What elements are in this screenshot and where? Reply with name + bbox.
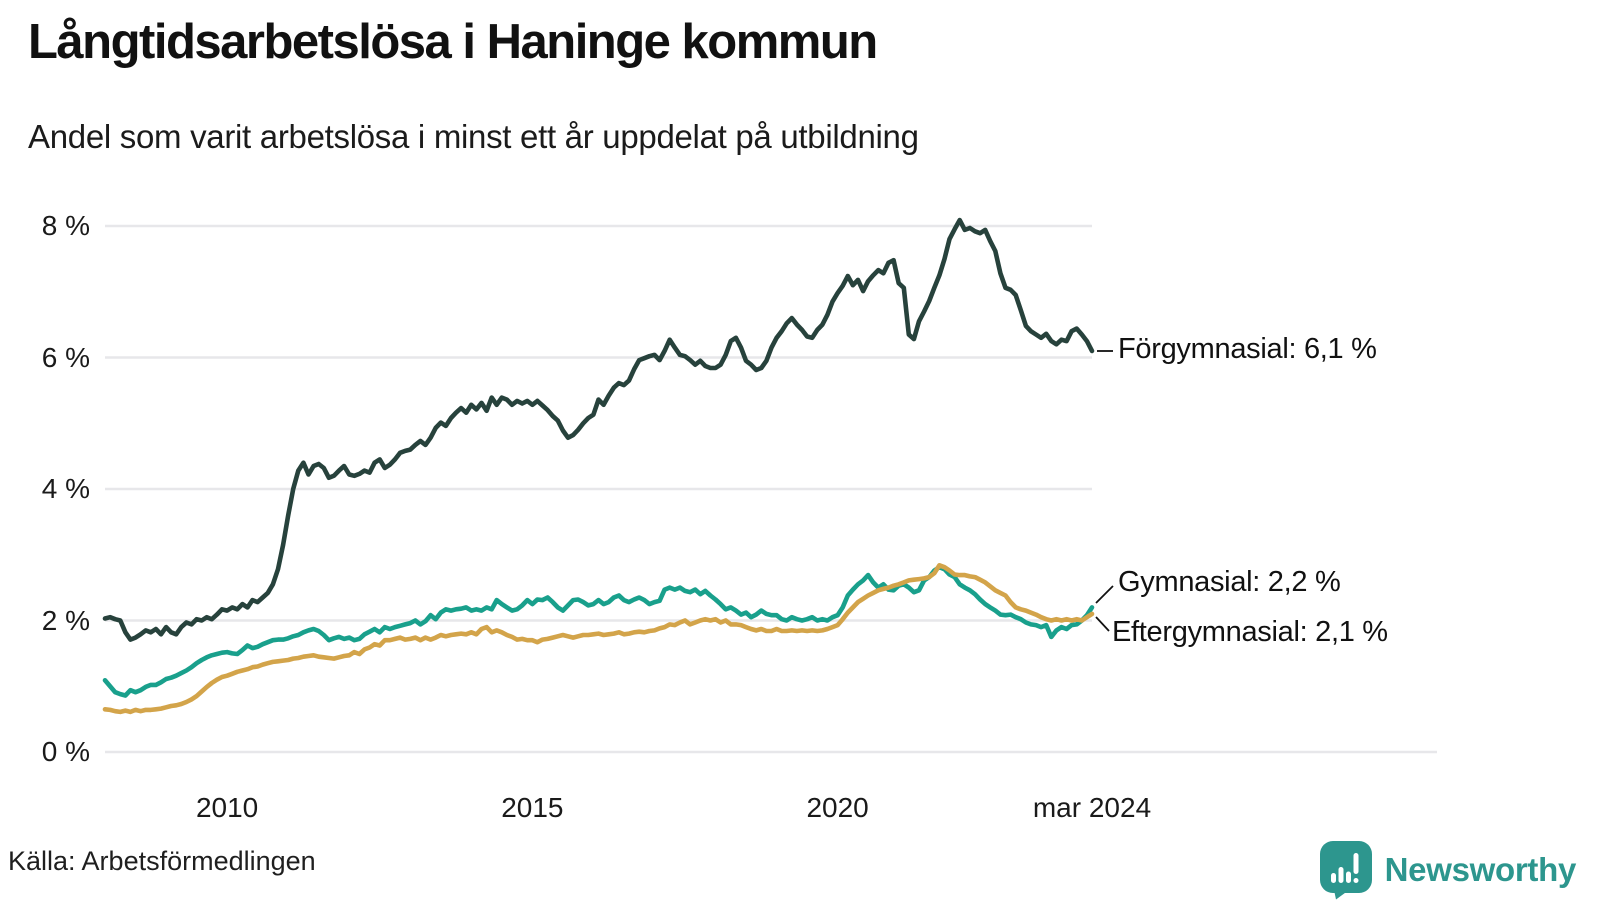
y-axis-tick-label: 2 % xyxy=(41,604,90,636)
label-connector-eftergymnasial xyxy=(1095,616,1110,632)
y-axis-tick-label: 4 % xyxy=(41,473,90,504)
newsworthy-icon xyxy=(1319,841,1372,900)
series-label-gymnasial: Gymnasial: 2,2 % xyxy=(1118,566,1341,598)
series-line-gymnasial xyxy=(102,564,1095,698)
label-connector-gymnasial xyxy=(1095,585,1114,604)
x-axis-tick-label: 2020 xyxy=(806,792,869,823)
series-label-forgymnasial: Förgymnasial: 6,1 % xyxy=(1118,333,1377,365)
x-axis-tick-label: 2015 xyxy=(501,792,564,823)
x-axis-tick-label: mar 2024 xyxy=(1032,792,1152,823)
series-line-förgymnasial xyxy=(102,217,1095,642)
newsworthy-logo[interactable]: Newsworthy xyxy=(1319,840,1576,900)
y-axis-tick-label: 6 % xyxy=(41,341,90,373)
series-line-eftergymnasial xyxy=(102,562,1095,715)
y-axis-tick-label: 0 % xyxy=(41,736,90,767)
x-axis-tick-label: 2010 xyxy=(195,792,259,823)
source-note: Källa: Arbetsförmedlingen xyxy=(8,846,316,876)
newsworthy-wordmark: Newsworthy xyxy=(1384,851,1577,888)
series-label-eftergymnasial: Eftergymnasial: 2,1 % xyxy=(1112,616,1388,648)
chart-subtitle: Andel som varit arbetslösa i minst ett å… xyxy=(28,118,919,155)
y-axis-tick-label: 8 % xyxy=(41,210,90,241)
page-title: Långtidsarbetslösa i Haninge kommun xyxy=(28,15,878,69)
